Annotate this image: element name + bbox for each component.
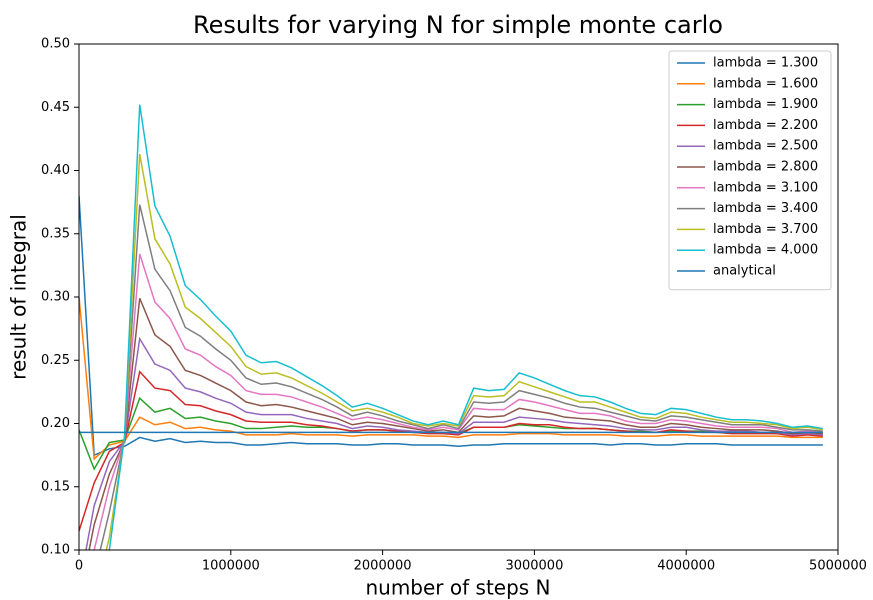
x-tick-label: 2000000 [354,559,412,574]
legend-label: lambda = 3.400 [713,201,818,216]
series-line [99,204,823,550]
series-line [88,297,823,550]
legend-label: lambda = 1.300 [713,56,818,71]
x-tick-label: 4000000 [657,559,715,574]
x-axis-label: number of steps N [365,576,550,600]
plot-lines [79,104,823,550]
legend-label: lambda = 2.200 [713,118,818,133]
x-tick-label: 0 [75,559,83,574]
chart-title: Results for varying N for simple monte c… [193,11,723,39]
legend-label: lambda = 1.600 [713,76,818,91]
series-line [108,104,823,550]
legend-label: lambda = 2.800 [713,160,818,175]
series-line [79,195,823,457]
legend-label: lambda = 2.500 [713,139,818,154]
y-tick-label: 0.50 [41,37,70,52]
series-line [79,296,823,461]
legend-box [668,50,832,291]
legend-label: lambda = 3.700 [713,222,818,237]
series-line [93,253,823,550]
y-tick-label: 0.10 [41,543,70,558]
y-tick-label: 0.45 [41,100,70,115]
series-line [105,153,823,550]
y-tick-label: 0.25 [41,353,70,368]
legend-label: lambda = 3.100 [713,180,818,195]
x-tick-label: 5000000 [809,559,867,574]
y-tick-label: 0.35 [41,226,70,241]
x-tick-label: 3000000 [505,559,563,574]
y-tick-label: 0.15 [41,479,70,494]
x-tick-label: 1000000 [202,559,260,574]
legend-label: analytical [713,264,776,279]
legend-label: lambda = 1.900 [713,97,818,112]
y-tick-label: 0.30 [41,290,70,305]
y-tick-label: 0.40 [41,163,70,178]
y-tick-label: 0.20 [41,416,70,431]
legend-label: lambda = 4.000 [713,243,818,258]
y-axis-label: result of integral [7,214,31,380]
